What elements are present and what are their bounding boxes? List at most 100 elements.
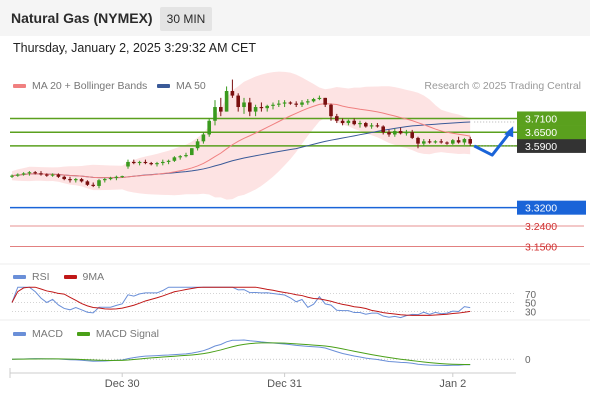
candle-body: [85, 181, 90, 185]
candle-body: [201, 134, 206, 142]
x-axis-label: Dec 31: [267, 378, 302, 390]
candle-body: [358, 123, 362, 125]
rsi-ma-line: [11, 286, 471, 316]
macd-tick-label: 0: [525, 355, 531, 366]
candle-body: [439, 141, 443, 143]
candle-body: [166, 160, 171, 162]
candle-body: [306, 101, 310, 103]
candle-body: [155, 163, 159, 165]
candle-body: [416, 137, 420, 144]
candle-body: [265, 105, 269, 109]
legend-macd-label: MACD: [32, 328, 63, 340]
candle-body: [381, 126, 385, 133]
instrument-title: Natural Gas (NYMEX): [11, 10, 153, 26]
candle-body: [230, 91, 235, 96]
candle-body: [149, 163, 153, 165]
candle-body: [16, 174, 20, 176]
candle-body: [294, 103, 298, 105]
macd-signal-swatch: [76, 332, 90, 336]
candle-body: [317, 97, 322, 100]
rsi-ma-swatch: [63, 275, 77, 279]
candle-body: [393, 131, 397, 135]
candle-body: [311, 99, 316, 102]
candle-body: [21, 173, 26, 175]
price-label-2: 3.5900: [525, 141, 557, 153]
candle-body: [398, 131, 403, 134]
candle-body: [422, 141, 426, 144]
rsi-tick-label: 30: [525, 307, 537, 318]
candle-body: [190, 148, 194, 156]
candle-body: [427, 141, 432, 143]
ma20-line: [11, 103, 471, 179]
candle-body: [323, 97, 327, 105]
candle-body: [74, 179, 78, 181]
candle-body: [248, 102, 252, 112]
candle-body: [451, 140, 455, 144]
x-axis-label: Dec 30: [105, 378, 140, 390]
candle-body: [329, 104, 333, 117]
legend-ma50-label: MA 50: [176, 80, 206, 92]
candle-body: [79, 179, 84, 182]
macd-swatch: [13, 332, 26, 336]
candle-body: [91, 184, 95, 186]
legend-rsi-ma-label: 9MA: [82, 271, 105, 283]
candle-body: [410, 132, 414, 138]
candle-body: [68, 179, 72, 181]
price-label-5: 3.1500: [525, 242, 557, 254]
title-bar: Natural Gas (NYMEX) 30 MIN: [0, 0, 590, 36]
rsi-swatch: [13, 275, 26, 279]
candle-body: [242, 102, 246, 108]
rsi-tick-label: 70: [525, 290, 537, 301]
timeframe-button[interactable]: 30 MIN: [160, 7, 212, 31]
candle-body: [103, 179, 107, 181]
candle-body: [369, 125, 374, 127]
price-label-box-2: [517, 138, 586, 153]
candle-body: [236, 95, 240, 108]
copyright: Research © 2025 Trading Central: [424, 80, 581, 92]
candle-body: [33, 172, 37, 174]
candle-body: [114, 176, 119, 178]
candle-body: [259, 107, 264, 109]
price-label-box-3: [517, 200, 586, 215]
legend-macd-signal-label: MACD Signal: [95, 328, 159, 340]
candle-body: [39, 173, 43, 175]
x-axis-label: Jan 2: [439, 378, 466, 390]
rsi-line: [11, 286, 471, 319]
candle-body: [277, 103, 281, 105]
candle-body: [224, 91, 229, 112]
candle-body: [468, 139, 472, 144]
legend-ma50: MA 50: [157, 80, 206, 92]
candle-body: [213, 107, 217, 121]
candle-body: [27, 172, 32, 174]
candle-body: [195, 141, 200, 149]
candle-body: [161, 161, 165, 164]
legend-rsi-label: RSI: [32, 271, 50, 283]
candle-body: [10, 175, 14, 177]
candle-body: [137, 161, 142, 164]
candle-body: [387, 132, 391, 135]
candle-body: [253, 107, 258, 112]
candle-body: [126, 161, 130, 167]
candle-body: [335, 116, 339, 121]
candle-body: [404, 132, 409, 134]
candle-body: [50, 174, 55, 176]
price-label-3: 3.3200: [525, 203, 557, 215]
candle-body: [120, 176, 124, 178]
projection-arrowhead: [504, 126, 514, 138]
candle-body: [271, 104, 275, 106]
projection-arrow: [473, 131, 512, 157]
candle-body: [300, 102, 304, 105]
candle-body: [456, 140, 461, 143]
candle-body: [445, 142, 449, 144]
legend-ma20: MA 20 + Bollinger Bands: [13, 80, 147, 92]
legend-rsi: RSI 9MA: [13, 271, 104, 283]
candle-body: [132, 161, 136, 164]
candle-body: [288, 102, 293, 104]
price-label-4: 3.2400: [525, 221, 557, 233]
candle-body: [375, 125, 380, 127]
candle-body: [462, 139, 467, 143]
candle-body: [207, 120, 211, 135]
candle-body: [219, 107, 223, 112]
candle-body: [108, 177, 113, 180]
